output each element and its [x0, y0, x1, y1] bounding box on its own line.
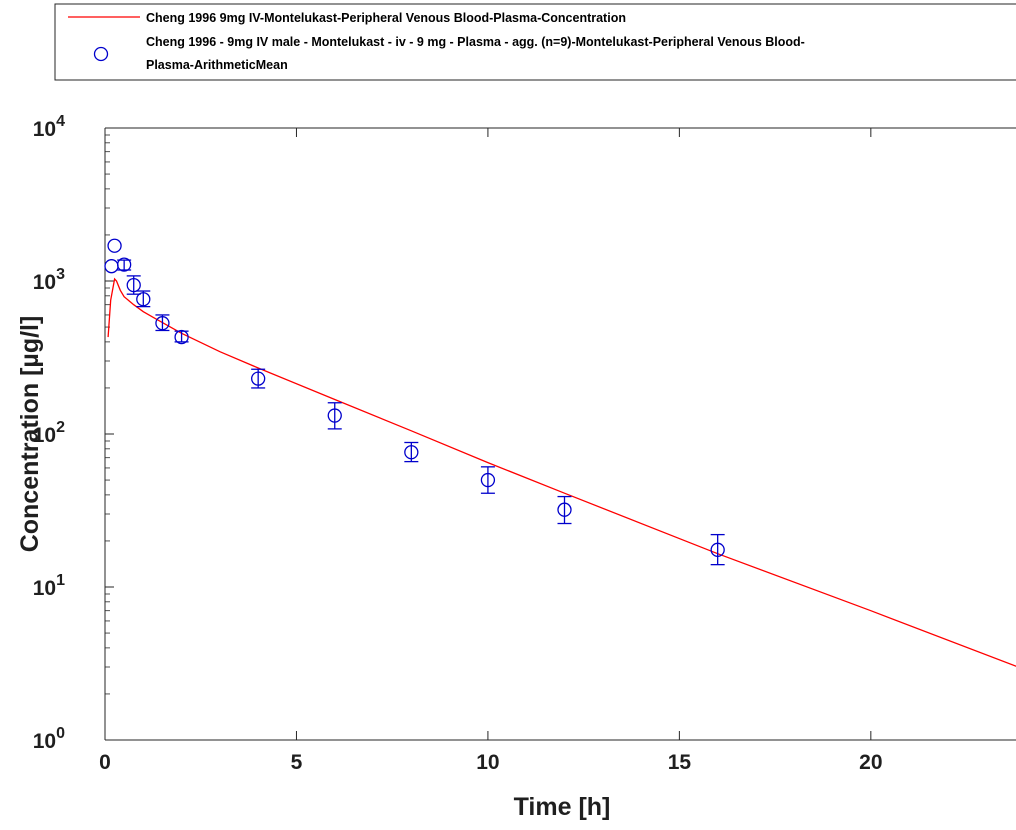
data-point [136, 292, 151, 307]
data-point [155, 316, 170, 331]
data-point [126, 277, 141, 293]
x-tick-label: 10 [476, 751, 499, 774]
data-point [251, 371, 266, 386]
legend-entry-observed-line1: Cheng 1996 - 9mg IV male - Montelukast -… [146, 35, 805, 49]
data-point [557, 502, 572, 517]
x-tick-label: 20 [859, 751, 882, 774]
y-tick-label: 104 [33, 113, 65, 141]
data-point [116, 257, 132, 272]
legend-marker-sample [93, 46, 109, 62]
legend-box [54, 3, 1016, 81]
data-point [480, 472, 496, 488]
y-axis-title: Concentration [µg/l] [16, 316, 44, 553]
y-tick-label: 102 [33, 419, 65, 447]
axis-ticks: 0 5 10 15 20 100 101 102 103 104 [33, 113, 883, 774]
legend-entry-simulation: Cheng 1996 9mg IV-Montelukast-Peripheral… [146, 11, 626, 25]
y-tick-label: 103 [33, 266, 65, 294]
data-point [404, 445, 419, 460]
x-tick-label: 5 [291, 751, 303, 774]
x-axis-title: Time [h] [514, 793, 611, 821]
data-point [710, 542, 725, 557]
y-tick-label: 100 [33, 725, 65, 753]
simulation-line [107, 277, 1016, 667]
data-point [327, 408, 342, 423]
x-tick-label: 15 [668, 751, 692, 774]
x-tick-label: 0 [99, 751, 111, 774]
data-point [107, 238, 122, 253]
data-marks [104, 238, 1016, 667]
data-point [174, 329, 189, 345]
plot-area: 0 5 10 15 20 100 101 102 103 104 [33, 113, 1016, 774]
y-tick-label: 101 [33, 572, 65, 600]
data-point [104, 259, 119, 274]
legend: Cheng 1996 9mg IV-Montelukast-Peripheral… [54, 3, 1016, 81]
legend-entry-observed-line2: Plasma-ArithmeticMean [146, 58, 288, 72]
